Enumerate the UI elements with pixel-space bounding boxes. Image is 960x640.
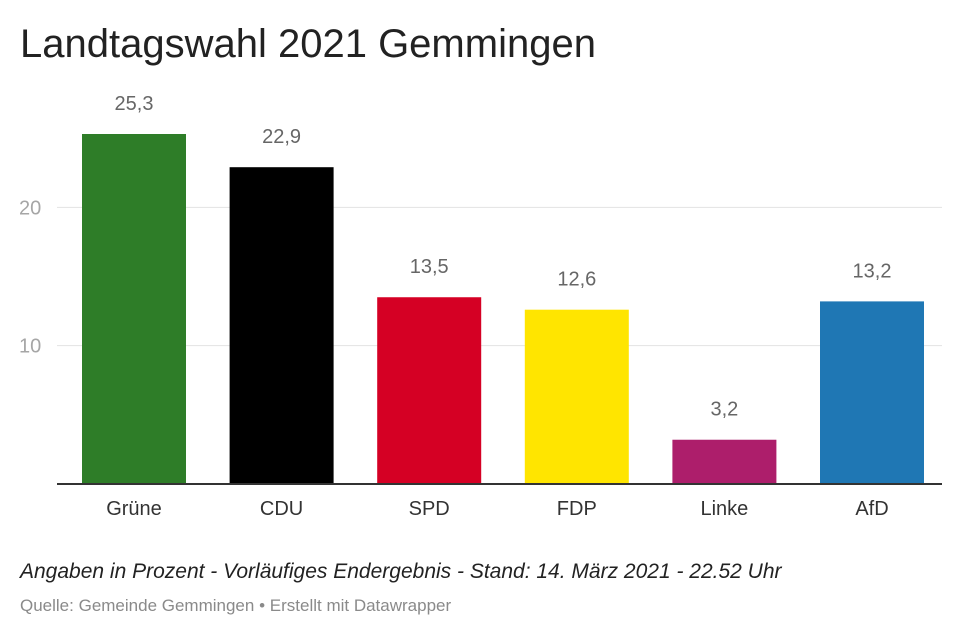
bar <box>820 301 924 484</box>
bar <box>82 134 186 484</box>
value-label: 22,9 <box>262 126 301 148</box>
value-label: 12,6 <box>557 269 596 291</box>
bar <box>524 309 629 484</box>
x-tick-label: FDP <box>557 498 597 520</box>
y-tick-label: 20 <box>19 197 41 219</box>
value-label: 13,2 <box>853 260 892 282</box>
x-tick-label: CDU <box>260 498 303 520</box>
value-label: 3,2 <box>710 399 738 421</box>
source-prefix: Quelle: <box>20 596 79 615</box>
value-label: 25,3 <box>115 93 154 115</box>
x-tick-label: AfD <box>855 498 888 520</box>
y-tick-label: 10 <box>19 336 41 358</box>
bar <box>672 439 777 484</box>
x-tick-label: Linke <box>700 498 748 520</box>
credit-text: Erstellt mit Datawrapper <box>269 596 452 615</box>
chart-notes: Angaben in Prozent - Vorläufiges Enderge… <box>20 560 782 583</box>
bar <box>377 297 482 484</box>
source-name: Gemeinde Gemmingen <box>78 596 255 615</box>
value-label: 13,5 <box>410 256 449 278</box>
bar <box>229 167 334 484</box>
byline-separator: • <box>254 596 270 615</box>
chart-byline: Quelle: Gemeinde Gemmingen • Erstellt mi… <box>20 596 451 616</box>
chart-title: Landtagswahl 2021 Gemmingen <box>20 22 596 66</box>
x-tick-label: Grüne <box>106 498 162 520</box>
x-tick-label: SPD <box>409 498 450 520</box>
